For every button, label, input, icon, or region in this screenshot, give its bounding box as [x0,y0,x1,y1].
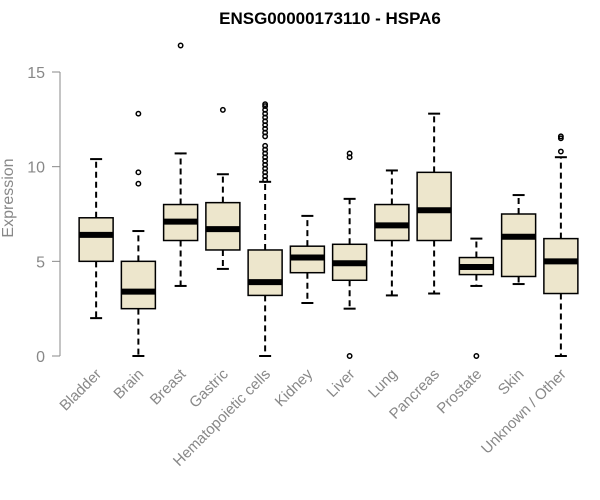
outlier-point [557,133,564,140]
outlier-point [346,353,353,359]
y-tick-label: 5 [36,254,45,271]
x-tick-label: Breast [147,365,190,408]
chart-title: ENSG00000173110 - HSPA6 [219,9,441,28]
outlier-point [262,142,269,149]
box-hematopoietic-cells [247,101,283,357]
box-skin [500,194,537,286]
outlier-point [135,180,142,187]
y-axis-label: Expression [0,158,17,237]
box-breast [162,42,199,287]
x-tick-label: Lung [365,366,401,402]
box-kidney [289,214,326,304]
y-tick-label: 0 [36,349,45,366]
box-unknown-other [543,133,579,357]
y-tick-label: 15 [27,65,45,82]
y-tick-label: 10 [27,160,45,177]
x-tick-label: Skin [495,366,528,399]
box-brain [120,110,157,357]
outlier-point [262,101,269,108]
box-iqr [416,171,452,242]
outlier-point [346,150,353,157]
outlier-point [135,110,142,117]
x-tick-label: Kidney [272,365,317,410]
outlier-point [557,148,564,155]
box-prostate [458,237,495,359]
box-bladder [78,158,114,320]
box-lung [374,169,410,297]
y-axis: 0 5 10 15 [27,65,61,366]
box-gastric [205,106,241,270]
outlier-point [177,42,184,49]
box-iqr [500,213,537,278]
box-iqr [120,260,157,310]
x-tick-label: Bladder [56,366,105,415]
outlier-point [219,106,226,113]
outlier-point [473,353,480,359]
x-tick-label: Prostate [434,366,486,418]
box-iqr [247,249,283,297]
box-iqr [78,217,114,263]
box-pancreas [416,112,452,295]
outlier-point [135,169,142,176]
box-liver [331,150,368,359]
box-iqr [543,237,579,295]
x-tick-label: Liver [323,366,358,401]
boxes-group [78,42,579,359]
x-tick-label: Brain [110,366,147,403]
